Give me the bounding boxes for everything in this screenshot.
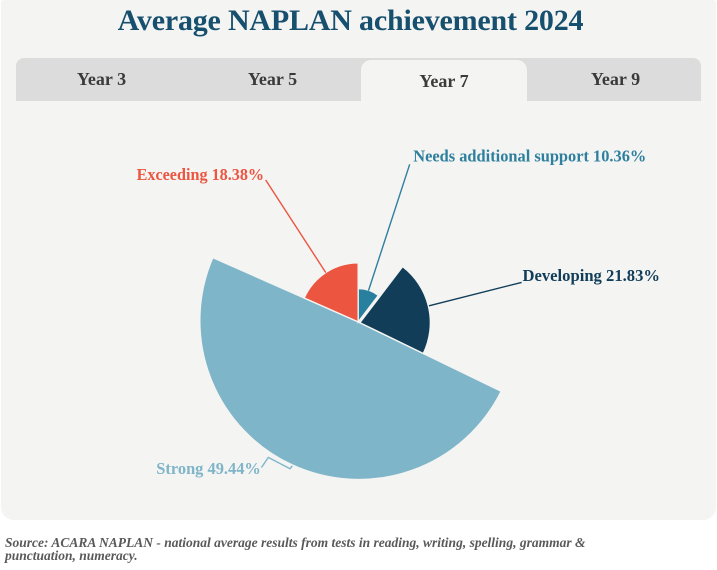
svg-text:Exceeding 18.38%: Exceeding 18.38% — [137, 165, 265, 184]
svg-text:Needs additional support 10.36: Needs additional support 10.36% — [413, 147, 646, 166]
svg-text:Strong 49.44%: Strong 49.44% — [156, 459, 260, 478]
svg-text:Developing 21.83%: Developing 21.83% — [523, 266, 661, 285]
